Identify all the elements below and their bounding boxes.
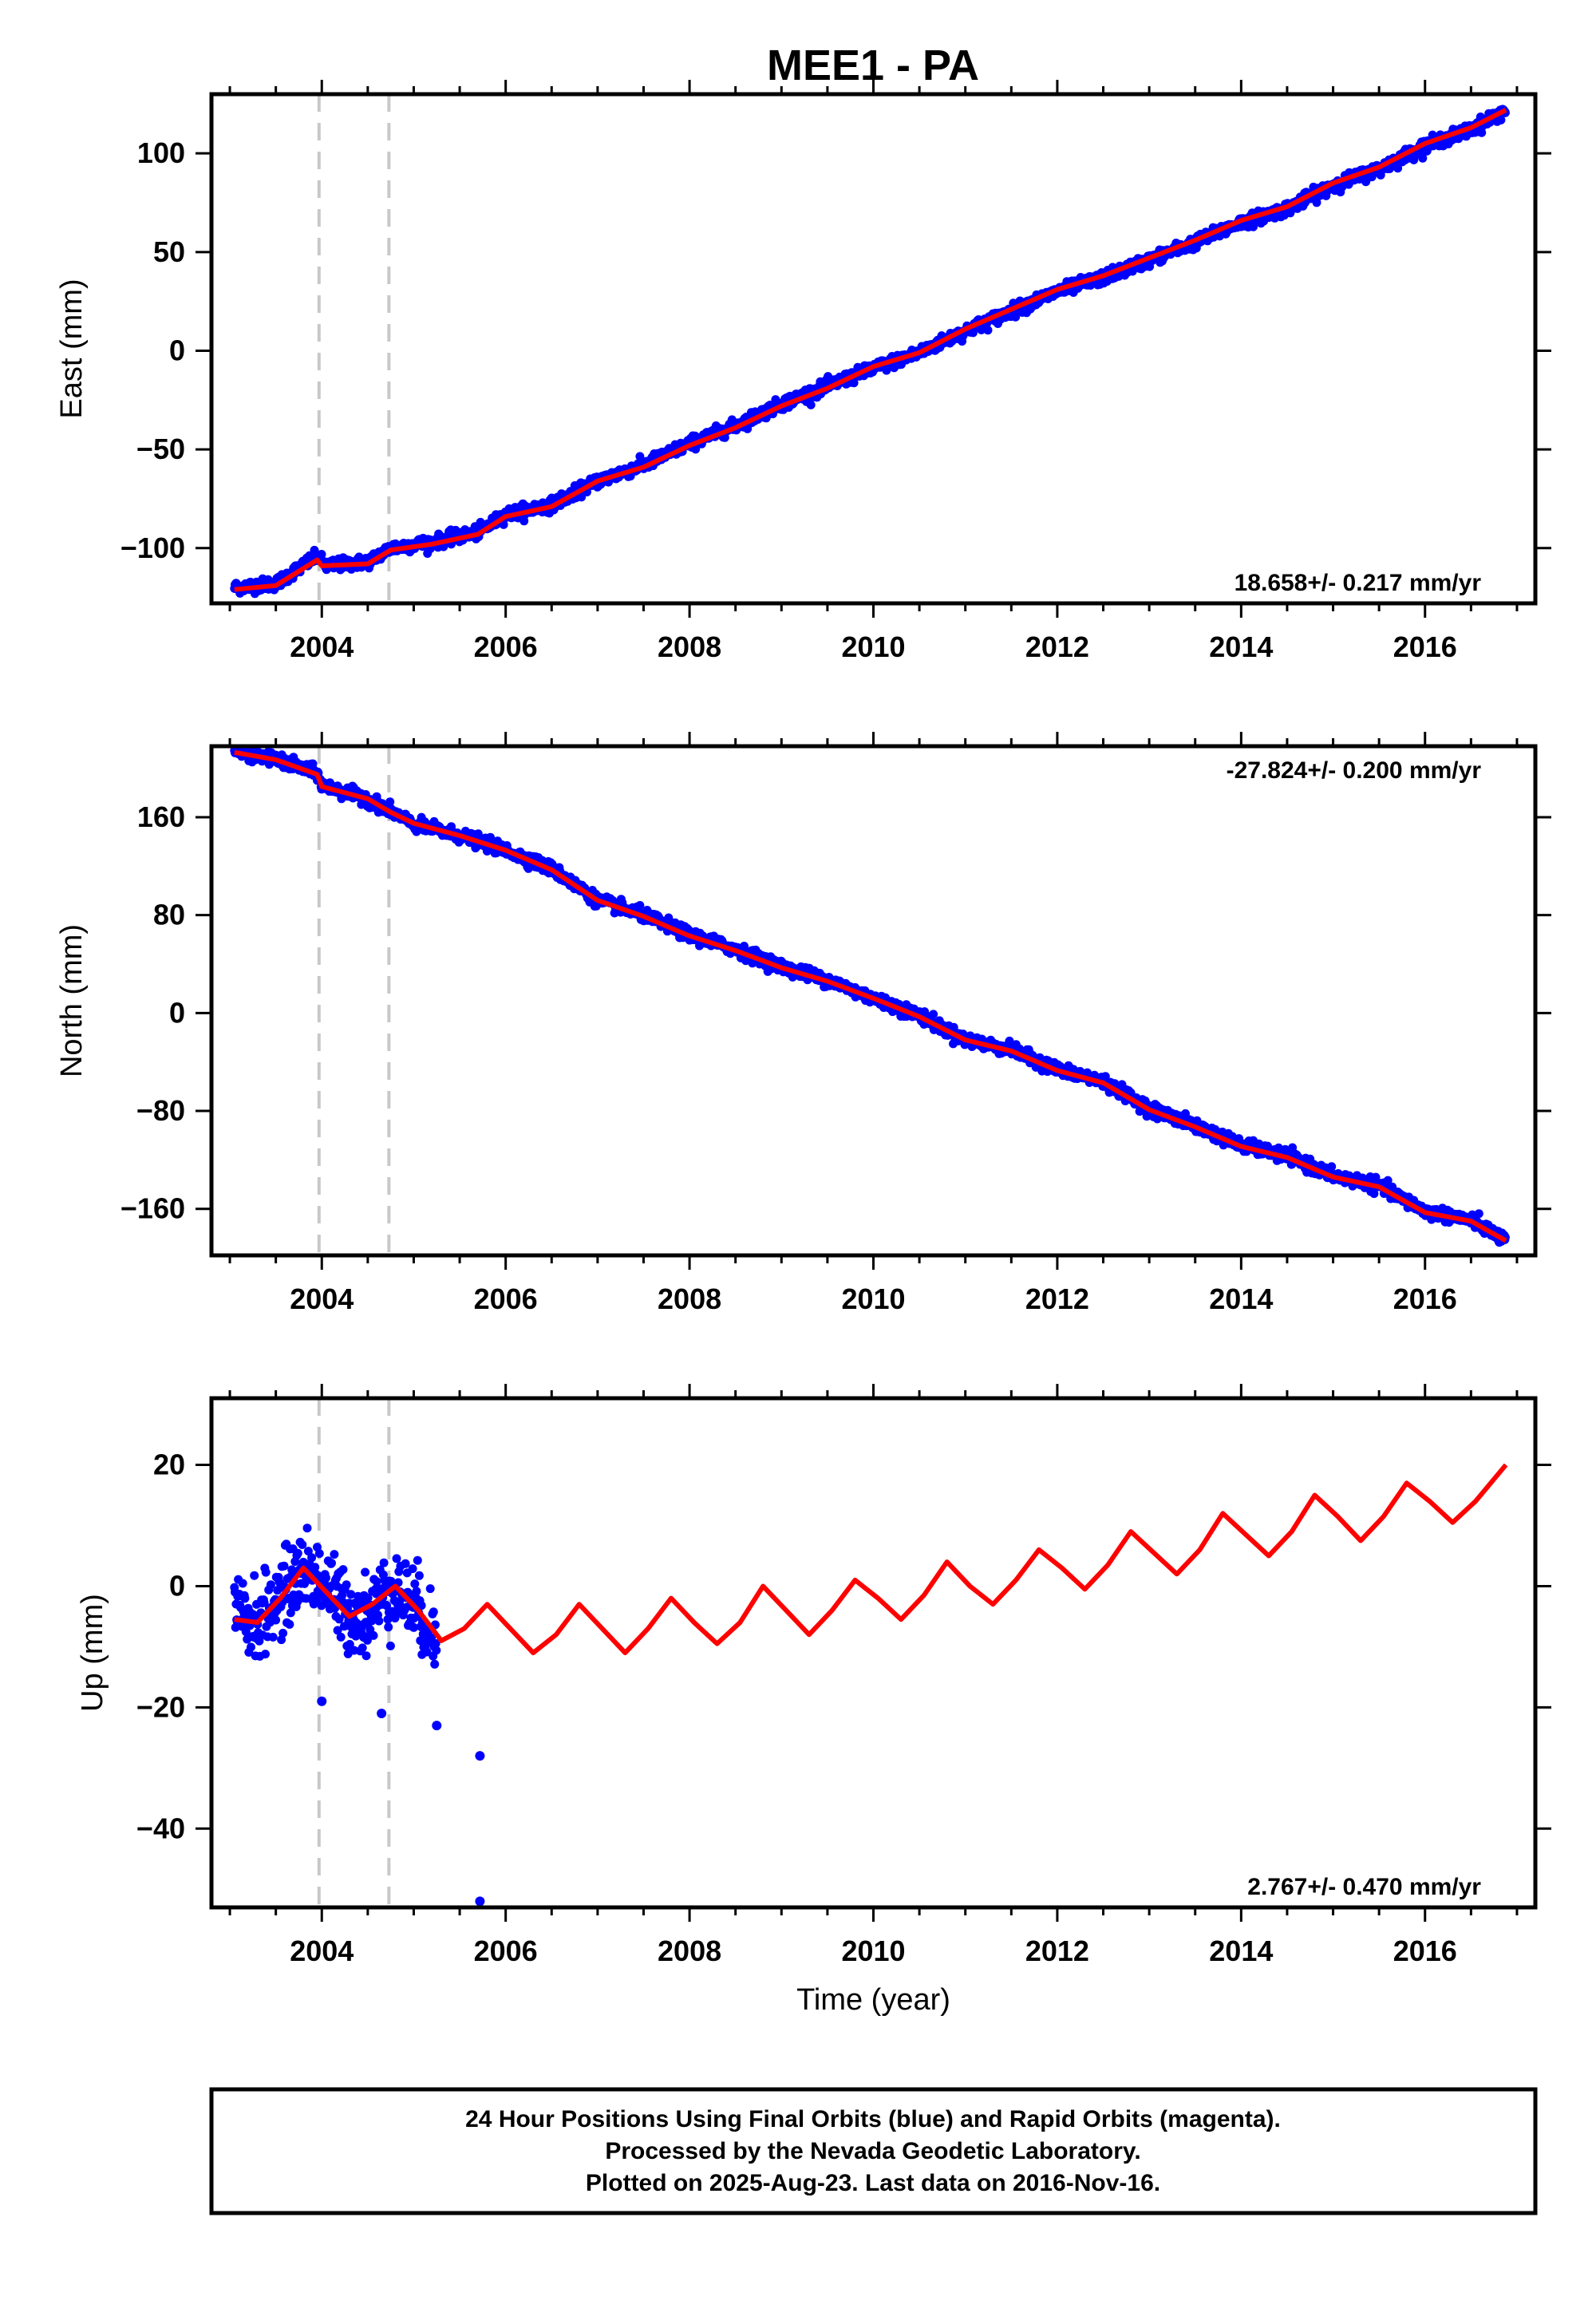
- x-tick-label: 2008: [658, 630, 721, 663]
- x-tick-label: 2012: [1025, 630, 1089, 663]
- y-tick-label: −160: [120, 1192, 185, 1225]
- position-point: [740, 942, 749, 951]
- position-point: [302, 1524, 312, 1533]
- x-tick-label: 2012: [1025, 1282, 1089, 1315]
- footer-line-3: Plotted on 2025-Aug-23. Last data on 201…: [586, 2170, 1160, 2196]
- position-point: [1100, 1072, 1110, 1081]
- footer-line-1: 24 Hour Positions Using Final Orbits (bl…: [465, 2106, 1281, 2132]
- x-tick-label: 2004: [290, 630, 354, 663]
- position-point: [1327, 1162, 1337, 1172]
- position-point: [1383, 1176, 1393, 1185]
- y-axis-label: North (mm): [55, 924, 89, 1077]
- position-point: [240, 1594, 250, 1603]
- position-point: [806, 400, 816, 409]
- y-tick-label: 160: [137, 800, 185, 833]
- daily-positions: [230, 105, 1510, 599]
- y-tick-label: −80: [136, 1094, 185, 1127]
- x-tick-label: 2016: [1393, 630, 1457, 663]
- x-tick-label: 2010: [841, 630, 905, 663]
- position-point: [261, 1650, 270, 1659]
- x-tick-label: 2008: [658, 1282, 721, 1315]
- y-tick-label: 100: [137, 136, 185, 169]
- y-tick-label: 80: [153, 899, 185, 931]
- footer-line-2: Processed by the Nevada Geodetic Laborat…: [605, 2138, 1140, 2164]
- position-point: [314, 1549, 324, 1559]
- x-tick-label: 2016: [1393, 1282, 1457, 1315]
- position-point: [327, 1559, 336, 1568]
- position-point: [250, 1571, 259, 1580]
- position-point: [271, 1615, 281, 1625]
- axes-frame: [209, 92, 1538, 606]
- y-tick-label: −50: [136, 433, 185, 465]
- position-point: [499, 520, 508, 529]
- panel-north: 2004 2006 2008 2010 2012 2014 2016 160 80 0 −80 −16…: [55, 732, 1551, 1315]
- position-point: [268, 1632, 278, 1642]
- y-tick-label: 50: [153, 235, 185, 268]
- position-point: [336, 1632, 346, 1642]
- position-point: [1005, 1036, 1014, 1045]
- footer-box: 24 Hour Positions Using Final Orbits (bl…: [209, 2087, 1538, 2215]
- position-point: [1369, 1189, 1379, 1199]
- position-point: [338, 1565, 348, 1575]
- position-point: [317, 550, 326, 559]
- x-tick-label: 2014: [1209, 1282, 1273, 1315]
- position-point: [1496, 115, 1506, 124]
- daily-positions: [230, 1524, 485, 1907]
- velocity-label: 18.658+/- 0.217 mm/yr: [1235, 570, 1482, 596]
- panel-up: 2004 2006 2008 2010 2012 2014 2016200−20−40Up …: [76, 1384, 1551, 2017]
- y-tick-label: 0: [169, 996, 185, 1029]
- plot-area: [230, 94, 1510, 603]
- position-point: [307, 1553, 317, 1563]
- position-point: [929, 1010, 938, 1019]
- position-point: [285, 1619, 294, 1629]
- y-tick-label: 0: [169, 334, 185, 366]
- position-point: [247, 1642, 255, 1652]
- panel-east: 2004 2006 2008 2010 2012 2014 2016 100 50 0 −50 −10…: [55, 80, 1551, 663]
- position-point: [1393, 164, 1403, 173]
- x-tick-label: 2004: [290, 1282, 354, 1315]
- x-tick-label: 2006: [474, 1282, 538, 1315]
- position-point: [330, 1550, 339, 1559]
- x-tick-label: 2006: [474, 630, 538, 663]
- x-tick-label: 2014: [1209, 630, 1273, 663]
- position-point: [293, 1548, 302, 1558]
- position-point: [983, 326, 993, 335]
- position-point: [1418, 153, 1428, 163]
- position-point: [298, 1540, 307, 1549]
- position-point: [238, 1579, 247, 1588]
- velocity-label: -27.824+/- 0.200 mm/yr: [1227, 757, 1482, 784]
- x-tick-label: 2010: [841, 1282, 905, 1315]
- y-tick-label: −100: [120, 532, 185, 564]
- plot-area: [230, 746, 1510, 1255]
- position-point: [261, 1567, 271, 1577]
- position-point: [279, 1561, 289, 1571]
- model-fit-line: [234, 749, 1507, 1243]
- y-axis-label: East (mm): [55, 279, 89, 418]
- position-point: [1474, 1209, 1483, 1219]
- position-point: [635, 901, 645, 910]
- position-point: [279, 1628, 288, 1638]
- model-fit-line: [234, 108, 1507, 592]
- position-point: [1312, 198, 1321, 207]
- position-point: [322, 1573, 330, 1583]
- plot-area: [230, 1398, 1508, 1907]
